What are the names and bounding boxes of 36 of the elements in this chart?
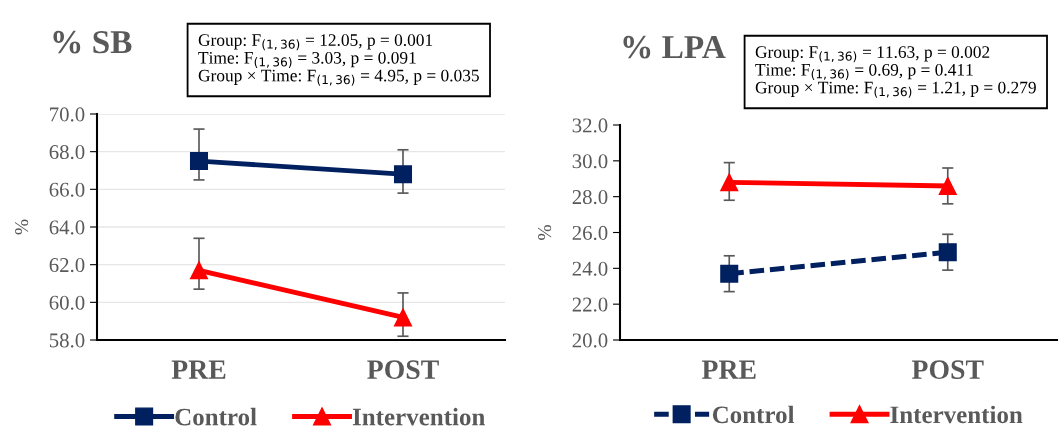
- text: Group: F$_{(1,36)}$ = 12.05, p = 0.001 Time: F$_{(1,36)}$ = 3.03, p = 0.091 Group × Time: F$_{(1,36)}$ = 4.95, p = 0.035: [198, 34, 479, 86]
- x-tick-label: POST: [911, 360, 984, 379]
- legend-label: Intervention: [890, 405, 1023, 424]
- x-tick-label: POST: [367, 360, 439, 379]
- chart-title: % LPA: [623, 35, 726, 59]
- legend-label: Control: [712, 405, 795, 424]
- y-tick-label: 58.0: [49, 333, 85, 348]
- y-tick-label: 20.0: [572, 333, 608, 348]
- y-tick-label: 28.0: [572, 190, 608, 205]
- x-tick-label: PRE: [171, 360, 226, 379]
- legend-label: Intervention: [352, 407, 485, 426]
- chart-title: % SB: [53, 30, 132, 54]
- point: [720, 173, 739, 192]
- point: [938, 243, 957, 262]
- y-tick-label: 60.0: [49, 295, 85, 310]
- y-tick-label: 66.0: [49, 182, 85, 197]
- y-tick-label: 70.0: [50, 107, 85, 122]
- y-tick-label: 68.0: [49, 145, 85, 160]
- y-tick-label: 24.0: [572, 261, 608, 276]
- point: [393, 308, 413, 327]
- point: [189, 152, 209, 171]
- y-tick-label: 26.0: [572, 225, 608, 241]
- y-tick-label: 22.0: [572, 297, 608, 312]
- x-tick-label: PRE: [701, 360, 756, 379]
- point: [189, 261, 209, 280]
- y-tick-label: 64.0: [49, 220, 85, 235]
- y-axis-title: %: [15, 219, 29, 235]
- point: [720, 264, 739, 283]
- y-tick-label: 30.0: [572, 154, 608, 169]
- point: [938, 176, 957, 195]
- y-tick-label: 32.0: [572, 118, 608, 133]
- point: [393, 165, 413, 184]
- legend-label: Control: [175, 407, 257, 426]
- y-axis-title: %: [538, 225, 552, 240]
- text: Group: F$_{(1,36)}$ = 11.63, p = 0.002 Time: F$_{(1,36)}$ = 0.69, p = 0.411 Group × Time: F$_{(1,36)}$ = 1.21, p = 0.279: [755, 46, 1036, 98]
- y-tick-label: 62.0: [49, 258, 85, 273]
